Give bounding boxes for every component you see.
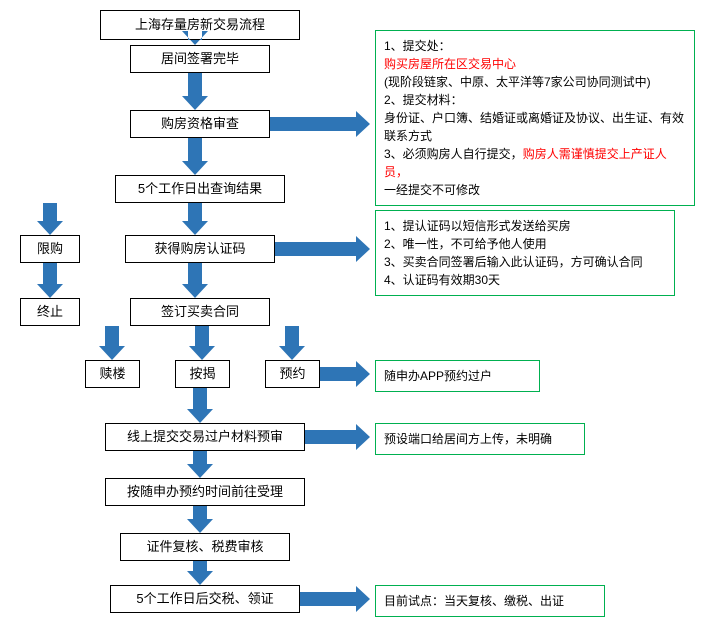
node-label-step9: 5个工作日后交税、领证 bbox=[136, 591, 273, 608]
node-stop: 终止 bbox=[20, 298, 80, 326]
node-label-limit: 限购 bbox=[37, 241, 63, 258]
info-line: 1、提认证码以短信形式发送给买房 bbox=[384, 217, 666, 235]
a-step2-step3 bbox=[182, 138, 208, 175]
info-info1: 1、提交处：购买房屋所在区交易中心(现阶段链家、中原、太平洋等7家公司协同测试中… bbox=[375, 30, 695, 206]
node-label-step1: 居间签署完毕 bbox=[161, 51, 239, 68]
a-limit-stop bbox=[37, 263, 63, 298]
info-line: 3、买卖合同签署后输入此认证码，方可确认合同 bbox=[384, 253, 666, 271]
a-branch-step6 bbox=[187, 388, 213, 423]
node-label-redeem: 赎楼 bbox=[99, 366, 125, 383]
info-line: 随申办APP预约过户 bbox=[384, 367, 531, 385]
node-step1: 居间签署完毕 bbox=[130, 45, 270, 73]
info-info4: 预设端口给居间方上传，未明确 bbox=[375, 423, 585, 455]
node-label-stop: 终止 bbox=[37, 304, 63, 321]
node-label-step6: 线上提交交易过户材料预审 bbox=[127, 429, 283, 446]
a-step1-step2 bbox=[182, 73, 208, 110]
node-label-step7: 按随申办预约时间前往受理 bbox=[127, 484, 283, 501]
node-mortgage: 按揭 bbox=[175, 360, 230, 388]
a-step3-step4 bbox=[182, 203, 208, 235]
node-step3: 5个工作日出查询结果 bbox=[115, 175, 285, 203]
node-label-title: 上海存量房新交易流程 bbox=[135, 17, 265, 34]
info-line: 2、提交材料： bbox=[384, 91, 686, 109]
node-label-step8: 证件复核、税费审核 bbox=[146, 539, 263, 556]
a-step5-redeem bbox=[99, 326, 125, 360]
node-label-mortgage: 按揭 bbox=[189, 366, 215, 383]
a-step7-step8 bbox=[187, 506, 213, 533]
node-label-step4: 获得购房认证码 bbox=[154, 241, 245, 258]
info-line: 1、提交处： bbox=[384, 37, 686, 55]
a-step4-info2 bbox=[275, 236, 370, 262]
info-line: 购买房屋所在区交易中心 bbox=[384, 55, 686, 73]
info-info2: 1、提认证码以短信形式发送给买房2、唯一性，不可给予他人使用3、买卖合同签署后输… bbox=[375, 210, 675, 296]
info-line: 身份证、户口簿、结婚证或离婚证及协议、出生证、有效联系方式 bbox=[384, 109, 686, 145]
info-line: 目前试点：当天复核、缴税、出证 bbox=[384, 592, 596, 610]
info-line: 2、唯一性，不可给予他人使用 bbox=[384, 235, 666, 253]
a-step6-step7 bbox=[187, 451, 213, 478]
node-step5: 签订买卖合同 bbox=[130, 298, 270, 326]
a-step3-limit bbox=[37, 203, 63, 235]
node-step8: 证件复核、税费审核 bbox=[120, 533, 290, 561]
info-text: 3、必须购房人自行提交， bbox=[384, 147, 523, 161]
a-step6-info4 bbox=[305, 424, 370, 450]
info-line: 预设端口给居间方上传，未明确 bbox=[384, 430, 576, 448]
a-step5-reserve bbox=[279, 326, 305, 360]
info-info5: 目前试点：当天复核、缴税、出证 bbox=[375, 585, 605, 617]
node-limit: 限购 bbox=[20, 235, 80, 263]
a-step5-mortgage bbox=[189, 326, 215, 360]
node-step6: 线上提交交易过户材料预审 bbox=[105, 423, 305, 451]
a-step2-info1 bbox=[270, 111, 370, 137]
info-line: (现阶段链家、中原、太平洋等7家公司协同测试中) bbox=[384, 73, 686, 91]
node-step4: 获得购房认证码 bbox=[125, 235, 275, 263]
node-redeem: 赎楼 bbox=[85, 360, 140, 388]
info-line: 一经提交不可修改 bbox=[384, 181, 686, 199]
a-reserve-info3 bbox=[320, 361, 370, 387]
a-step4-step5 bbox=[182, 263, 208, 298]
node-label-step2: 购房资格审查 bbox=[161, 116, 239, 133]
info-line: 4、认证码有效期30天 bbox=[384, 271, 666, 289]
node-step2: 购房资格审查 bbox=[130, 110, 270, 138]
a-title-step1 bbox=[182, 40, 208, 45]
info-info3: 随申办APP预约过户 bbox=[375, 360, 540, 392]
node-label-step3: 5个工作日出查询结果 bbox=[138, 181, 262, 198]
a-step8-step9 bbox=[187, 561, 213, 585]
node-step7: 按随申办预约时间前往受理 bbox=[105, 478, 305, 506]
flowchart-canvas: 上海存量房新交易流程居间签署完毕购房资格审查 5个工作日出查询结果限购终止 获得购房… bbox=[10, 10, 700, 613]
node-label-step5: 签订买卖合同 bbox=[161, 304, 239, 321]
node-step9: 5个工作日后交税、领证 bbox=[110, 585, 300, 613]
node-title: 上海存量房新交易流程 bbox=[100, 10, 300, 40]
node-reserve: 预约 bbox=[265, 360, 320, 388]
info-line: 3、必须购房人自行提交，购房人需谨慎提交上产证人员， bbox=[384, 145, 686, 181]
a-step9-info5 bbox=[300, 586, 370, 612]
node-label-reserve: 预约 bbox=[279, 366, 305, 383]
